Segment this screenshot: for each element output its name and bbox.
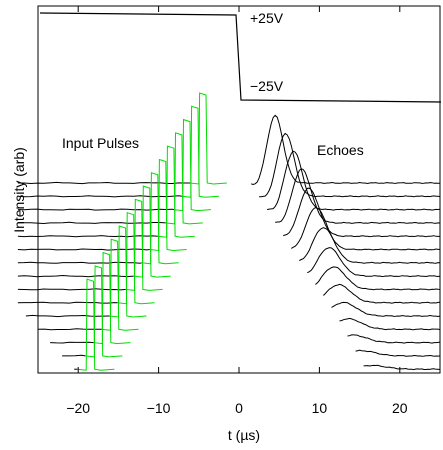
trace-baseline-4: [17, 235, 158, 238]
echo-trace-1: [259, 132, 441, 198]
x-tick-label-4: 20: [392, 400, 408, 416]
input-pulse-0: [189, 92, 227, 185]
x-tick-label-2: 0: [235, 400, 243, 416]
x-axis-label: t (µs): [228, 427, 260, 443]
echo-trace-8: [315, 266, 441, 291]
trace-baseline-1: [17, 195, 182, 198]
echo-trace-12: [347, 334, 441, 344]
trace-baseline-5: [17, 248, 150, 251]
trace-baseline-11: [37, 328, 102, 331]
trace-baseline-10: [25, 314, 110, 318]
echo-trace-10: [331, 301, 441, 318]
trace-baseline-2: [17, 208, 175, 211]
echo-trace-0: [250, 114, 441, 186]
y-axis-label: Intensity (arb): [11, 147, 27, 233]
echo-trace-14: [363, 364, 441, 371]
echo-trace-7: [307, 247, 441, 278]
echo-trace-11: [339, 317, 441, 331]
x-tick-label-0: −20: [66, 400, 90, 416]
echo-trace-5: [291, 207, 440, 251]
trace-layer: [17, 12, 442, 371]
echo-trace-2: [266, 150, 441, 211]
trace-baseline-9: [17, 301, 118, 304]
x-tick-label-1: −10: [147, 400, 171, 416]
echo-trace-13: [355, 349, 441, 357]
annotation-plus-25v: +25V: [250, 10, 284, 26]
echo-trace-9: [323, 283, 441, 304]
trace-baseline-7: [17, 274, 134, 278]
trace-baseline-0: [17, 181, 190, 185]
annotation-input-pulses: Input Pulses: [62, 135, 139, 151]
trace-baseline-12: [50, 341, 94, 344]
annotation-echoes: Echoes: [317, 142, 364, 158]
x-tick-label-3: 10: [312, 400, 328, 416]
echo-trace-6: [299, 227, 441, 264]
trace-baseline-8: [17, 288, 126, 291]
input-pulse-14: [77, 278, 115, 371]
tick-layer: −20 −10 0 10 20: [66, 6, 408, 416]
trace-baseline-3: [17, 221, 166, 225]
echo-trace-4: [283, 187, 440, 238]
trace-baseline-13: [62, 354, 86, 357]
gate-trace: [39, 12, 442, 103]
echo-trace-3: [275, 168, 441, 224]
annotation-minus-25v: −25V: [250, 78, 284, 94]
trace-baseline-6: [17, 261, 142, 264]
